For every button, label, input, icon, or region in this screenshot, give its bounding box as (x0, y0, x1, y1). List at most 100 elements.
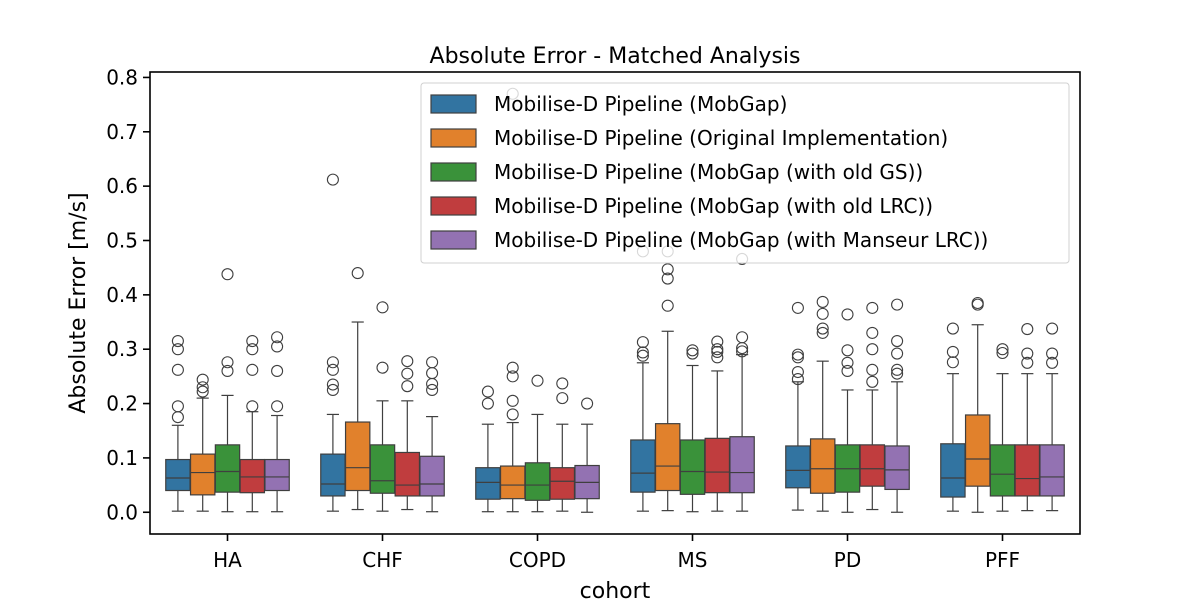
box-ha-series-5 (264, 331, 290, 513)
outlier-point (171, 411, 184, 424)
outlier-point (326, 363, 339, 376)
outlier-point (891, 334, 904, 348)
outlier-point (661, 299, 674, 312)
box-pd-series-2 (809, 295, 836, 512)
iqr-box (394, 451, 421, 497)
box-ms-series-5 (729, 252, 755, 512)
iqr-box (630, 439, 656, 493)
outlier-point (246, 400, 259, 413)
outlier-point (736, 345, 749, 358)
outlier-point (1046, 347, 1059, 360)
outlier-point (686, 347, 699, 360)
outlier-point (866, 343, 879, 356)
iqr-box (704, 437, 731, 494)
outlier-point (841, 364, 854, 377)
outlier-point (791, 351, 804, 364)
iqr-box (785, 445, 811, 489)
outlier-point (1021, 347, 1034, 360)
series-1 (165, 173, 966, 513)
outlier-point (426, 383, 439, 397)
iqr-box (189, 453, 216, 496)
legend-swatch-1 (430, 94, 477, 114)
box-ms-series-2 (654, 245, 681, 512)
x-tick-label-pff: PFF (985, 548, 1020, 572)
outlier-point (866, 326, 879, 339)
axes-frame (149, 71, 1081, 535)
x-axis-label: cohort (580, 579, 651, 600)
outlier-point (971, 296, 984, 310)
legend: Mobilise-D Pipeline (MobGap) Mobilise-D P… (420, 82, 1070, 264)
y-tick-label: 0.2 (106, 392, 138, 416)
series-5 (264, 252, 1065, 513)
plot-area (165, 87, 1065, 513)
outlier-point (636, 349, 649, 362)
outlier-point (506, 394, 519, 407)
outlier-point (841, 308, 854, 321)
legend-label-1: Mobilise-D Pipeline (MobGap) (494, 92, 787, 116)
box-chf-series-1 (320, 173, 346, 512)
outlier-point (736, 331, 749, 344)
iqr-box (1039, 444, 1065, 497)
outlier-point (791, 301, 804, 314)
box-pd-series-1 (785, 301, 811, 511)
outlier-point (686, 344, 699, 357)
outlier-point (661, 263, 674, 276)
outlier-point (891, 298, 904, 311)
iqr-box (654, 423, 681, 492)
outlier-point (946, 356, 959, 369)
outlier-point (791, 348, 804, 361)
outlier-point (711, 343, 724, 356)
box-pff-series-3 (989, 343, 1016, 512)
outlier-point (426, 367, 439, 380)
outlier-point (401, 367, 414, 380)
legend-label-4: Mobilise-D Pipeline (MobGap (with old LR… (494, 194, 933, 218)
outlier-point (326, 383, 339, 397)
outlier-point (171, 343, 184, 356)
box-ms-series-3 (679, 344, 706, 513)
legend-swatch-5 (430, 230, 477, 250)
outlier-point (711, 351, 724, 364)
iqr-box (549, 467, 576, 500)
box-pff-series-5 (1039, 322, 1065, 512)
outlier-point (246, 334, 259, 348)
iqr-box (859, 444, 886, 487)
box-copd-series-3 (524, 374, 551, 513)
outlier-point (1046, 322, 1059, 335)
outlier-point (326, 173, 339, 186)
iqr-box (165, 458, 191, 492)
outlier-point (556, 392, 569, 405)
iqr-box (369, 444, 396, 494)
legend-swatch-3 (430, 162, 477, 182)
outlier-point (171, 334, 184, 348)
iqr-box (940, 443, 966, 498)
y-tick-label: 0.1 (106, 446, 138, 470)
box-ha-series-4 (239, 334, 266, 513)
x-tick-label-chf: CHF (362, 548, 403, 572)
legend-label-5: Mobilise-D Pipeline (MobGap (with Manseu… (494, 228, 988, 252)
outlier-point (891, 363, 904, 376)
iqr-box (1014, 444, 1041, 497)
outlier-point (891, 347, 904, 360)
outlier-point (481, 397, 494, 410)
y-tick-label: 0.0 (106, 500, 138, 524)
outlier-point (816, 322, 829, 335)
outlier-point (866, 363, 879, 376)
outlier-point (221, 268, 234, 281)
outlier-point (866, 375, 879, 388)
x-tick-label-copd: COPD (509, 548, 566, 572)
outlier-point (171, 363, 184, 376)
y-axis: 0.0 0.1 0.2 0.3 0.4 0.5 0.6 0.7 0.8 (106, 65, 150, 524)
y-axis-label: Absolute Error [m/s] (66, 192, 91, 413)
outlier-point (506, 361, 519, 374)
outlier-point (351, 267, 364, 280)
x-tick-label-ha: HA (213, 548, 242, 572)
box-chf-series-5 (419, 356, 445, 513)
outlier-point (816, 307, 829, 320)
series-2 (189, 87, 991, 513)
box-ms-series-4 (704, 335, 731, 512)
outlier-point (996, 346, 1009, 360)
box-pd-series-4 (859, 301, 886, 511)
outlier-point (326, 356, 339, 369)
x-tick-label-ms: MS (678, 548, 708, 572)
box-pff-series-4 (1014, 323, 1041, 512)
